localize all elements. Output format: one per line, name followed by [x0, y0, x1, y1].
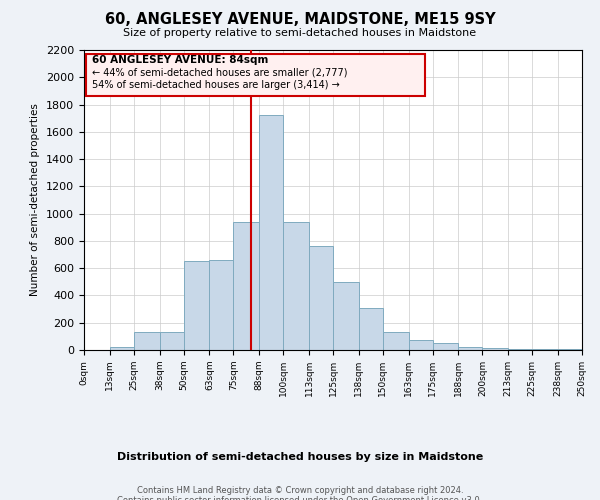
- Bar: [233, 222, 259, 350]
- Bar: [383, 332, 409, 350]
- Bar: [259, 116, 283, 350]
- Bar: [160, 332, 184, 350]
- Text: Size of property relative to semi-detached houses in Maidstone: Size of property relative to semi-detach…: [124, 28, 476, 38]
- Bar: [359, 308, 383, 350]
- Bar: [409, 340, 433, 350]
- Bar: [508, 348, 532, 350]
- Bar: [482, 348, 508, 350]
- Bar: [184, 262, 209, 350]
- Text: Distribution of semi-detached houses by size in Maidstone: Distribution of semi-detached houses by …: [117, 452, 483, 462]
- Bar: [283, 222, 309, 350]
- Y-axis label: Number of semi-detached properties: Number of semi-detached properties: [31, 104, 40, 296]
- Bar: [134, 332, 160, 350]
- Bar: [333, 282, 359, 350]
- Bar: [532, 348, 558, 350]
- Text: 60, ANGLESEY AVENUE, MAIDSTONE, ME15 9SY: 60, ANGLESEY AVENUE, MAIDSTONE, ME15 9SY: [104, 12, 496, 28]
- Text: ← 44% of semi-detached houses are smaller (2,777): ← 44% of semi-detached houses are smalle…: [92, 68, 347, 78]
- Text: 54% of semi-detached houses are larger (3,414) →: 54% of semi-detached houses are larger (…: [92, 80, 340, 90]
- Bar: [558, 348, 582, 350]
- Bar: [309, 246, 333, 350]
- Bar: [458, 346, 482, 350]
- Bar: [433, 343, 458, 350]
- Bar: [86, 54, 425, 96]
- Bar: [110, 346, 134, 350]
- Text: 60 ANGLESEY AVENUE: 84sqm: 60 ANGLESEY AVENUE: 84sqm: [92, 56, 268, 66]
- Text: Contains HM Land Registry data © Crown copyright and database right 2024.
Contai: Contains HM Land Registry data © Crown c…: [118, 486, 482, 500]
- Bar: [209, 260, 233, 350]
